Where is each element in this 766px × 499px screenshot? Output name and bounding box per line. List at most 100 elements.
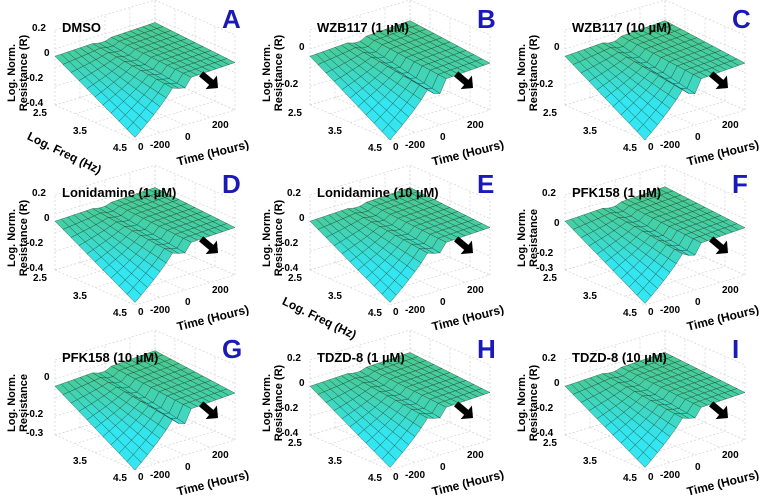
surface <box>309 352 491 468</box>
chart-panel-i: TDZD-8 (10 µM) I Log. Norm. Resistance (R) 0… <box>510 330 765 499</box>
freq-tick-label: 4.5 <box>368 473 382 484</box>
panel-letter: D <box>222 169 241 199</box>
panel-letter: B <box>477 4 496 34</box>
y-tick-label: 0 <box>299 213 305 224</box>
surface-tile <box>636 288 652 304</box>
panel-title: WZB117 (1 µM) <box>317 20 410 35</box>
y-tick-label: -0.2 <box>536 248 554 259</box>
time-tick-label: 0 <box>185 297 191 308</box>
time-tick-label: -200 <box>150 470 171 481</box>
surface <box>309 187 491 303</box>
time-tick-label: -200 <box>405 140 426 151</box>
y-tick-label: -0.4 <box>26 263 44 274</box>
panel-title: WZB117 (10 µM) <box>572 20 672 35</box>
panel-title: PFK158 (10 µM) <box>62 350 159 365</box>
chart-panel-d: Lonidamine (1 µM) D Log. Norm. Resistance (… <box>0 165 255 334</box>
time-tick-label: -200 <box>660 140 681 151</box>
y-axis-label: Log. Norm. <box>516 373 528 433</box>
y-tick-label: -0.2 <box>536 79 554 91</box>
arrow-icon <box>199 71 218 90</box>
y-tick-label: -0.4 <box>536 428 554 439</box>
arrow-icon <box>709 71 728 90</box>
panel-title: TDZD-8 (10 µM) <box>572 350 667 365</box>
y-axis-label: Log. Norm. <box>6 208 18 268</box>
y-axis-label: Resistance (R) <box>273 34 285 112</box>
time-tick-label: 200 <box>467 450 484 461</box>
freq-tick-label: 3.5 <box>328 290 342 302</box>
panel-title: Lonidamine (10 µM) <box>317 185 439 200</box>
surface-tile <box>381 287 397 303</box>
time-tick-label: 0 <box>138 307 144 318</box>
freq-tick-label: 3.5 <box>583 125 597 137</box>
time-tick-label: 0 <box>393 307 399 318</box>
freq-tick-label: 4.5 <box>623 143 637 154</box>
chart-panel-g: PFK158 (10 µM) G Log. Norm. Resistance 0 -0.2… <box>0 330 255 499</box>
time-tick-label: -200 <box>405 305 426 316</box>
time-tick-label: 0 <box>393 472 399 483</box>
surface <box>54 22 236 138</box>
y-tick-label: -0.4 <box>281 263 299 274</box>
surface-tile <box>636 124 652 141</box>
arrow-icon <box>454 401 473 420</box>
y-tick-label: 0 <box>299 41 305 53</box>
time-tick-label: 0 <box>648 472 654 483</box>
freq-tick-label: 2.5 <box>543 273 557 284</box>
surface-tile <box>381 124 397 141</box>
time-tick-label: 0 <box>138 472 144 483</box>
time-tick-label: 0 <box>440 132 446 143</box>
surface-tile <box>636 452 652 468</box>
time-tick-label: 0 <box>695 297 701 308</box>
surface <box>564 186 746 304</box>
panel-letter: E <box>477 169 495 199</box>
surface <box>564 352 746 468</box>
time-tick-label: 0 <box>695 132 701 143</box>
y-tick-label: 0.2 <box>32 23 46 34</box>
y-tick-label: 0 <box>554 41 560 53</box>
y-tick-label: 0.2 <box>542 353 556 364</box>
time-tick-label: 200 <box>467 285 484 296</box>
surface <box>54 350 236 471</box>
y-tick-label: -0.2 <box>26 409 44 421</box>
y-tick-label: -0.4 <box>281 428 299 439</box>
time-tick-label: -200 <box>150 140 171 151</box>
y-tick-label: 0 <box>554 218 560 229</box>
y-axis-label: Log. Norm. <box>261 208 273 268</box>
freq-tick-label: 3.5 <box>73 125 87 137</box>
panel-letter: G <box>222 334 243 364</box>
time-tick-label: 0 <box>648 142 654 153</box>
panel-title: PFK158 (1 µM) <box>572 185 662 200</box>
time-tick-label: 0 <box>138 142 144 153</box>
panel-letter: F <box>732 169 748 199</box>
y-tick-label: 0 <box>299 378 305 389</box>
panel-letter: A <box>222 4 241 34</box>
freq-tick-label: 2.5 <box>33 273 47 284</box>
chart-panel-e: Lonidamine (10 µM) E Log. Norm. Resistance … <box>255 165 510 342</box>
time-tick-label: 200 <box>722 450 739 461</box>
time-tick-label: 200 <box>212 120 229 131</box>
y-tick-label: 0 <box>554 378 560 389</box>
time-tick-label: 0 <box>185 132 191 143</box>
y-axis-label: Log. Norm. <box>6 373 18 433</box>
time-tick-label: 200 <box>722 285 739 296</box>
time-tick-label: -200 <box>660 305 681 316</box>
freq-tick-label: 3.5 <box>73 455 87 467</box>
time-tick-label: 200 <box>212 450 229 461</box>
time-tick-label: 0 <box>440 462 446 473</box>
y-tick-label: 0.2 <box>287 188 301 199</box>
y-tick-label: -0.2 <box>536 403 554 414</box>
arrow-icon <box>199 401 218 420</box>
chart-panel-f: PFK158 (1 µM) F Log. Norm. Resistance 0.2 0 -0… <box>510 165 765 334</box>
time-tick-label: 200 <box>212 285 229 296</box>
freq-tick-label: 4.5 <box>368 143 382 154</box>
y-tick-label: 0.2 <box>542 188 556 199</box>
time-tick-label: 200 <box>722 120 739 131</box>
freq-tick-label: 2.5 <box>543 108 557 119</box>
surface <box>54 187 236 303</box>
y-axis-label: Log. Norm. <box>6 43 18 103</box>
panel-title: Lonidamine (1 µM) <box>62 185 177 200</box>
panel-title: DMSO <box>62 20 101 35</box>
freq-tick-label: 3.5 <box>328 455 342 467</box>
y-tick-label: 0 <box>44 48 50 59</box>
chart-panel-h: TDZD-8 (1 µM) H Log. Norm. Resistance (R) 0.… <box>255 330 510 499</box>
y-tick-label: -0.2 <box>281 238 299 249</box>
